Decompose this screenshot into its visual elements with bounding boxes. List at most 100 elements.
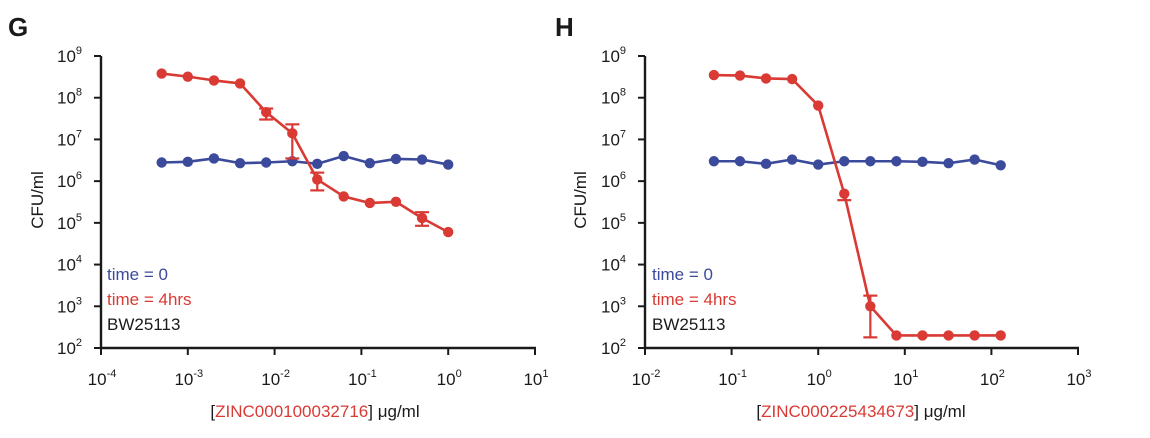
y-tick-label-h: 105 bbox=[601, 212, 626, 233]
x-tick-label-g: 10-1 bbox=[348, 368, 377, 389]
y-tick-label-g: 106 bbox=[57, 170, 82, 191]
panel-letter-g: G bbox=[8, 12, 28, 42]
y-axis-label-g: CFU/ml bbox=[28, 171, 47, 229]
data-point-blue-h bbox=[995, 160, 1006, 171]
data-point-red-g bbox=[416, 212, 428, 224]
legend-time-4hrs-g: time = 4hrs bbox=[107, 290, 192, 309]
data-point-red-h bbox=[734, 70, 746, 81]
data-point-red-h bbox=[917, 330, 928, 341]
y-tick-label-h: 106 bbox=[601, 170, 626, 191]
x-tick-label-g: 100 bbox=[437, 368, 462, 389]
compound-name-h: ZINC000225434673 bbox=[761, 402, 914, 421]
data-point-red-h bbox=[865, 301, 876, 312]
data-point-red-h bbox=[760, 73, 772, 84]
data-point-blue-h bbox=[969, 154, 980, 165]
data-point-red-h bbox=[786, 73, 798, 85]
x-tick-label-g: 10-2 bbox=[261, 368, 290, 389]
x-axis-label-prefix-g: [ bbox=[210, 402, 215, 421]
y-tick-label-g: 104 bbox=[57, 254, 82, 275]
series-blue-g bbox=[156, 150, 454, 170]
x-axis-label-prefix-h: [ bbox=[756, 402, 761, 421]
data-point-red-h bbox=[708, 69, 720, 81]
data-point-blue-g bbox=[416, 154, 428, 165]
x-axis-label-g: [ZINC000100032716] μg/ml bbox=[210, 402, 419, 421]
series-blue-h bbox=[708, 154, 1006, 171]
data-point-blue-h bbox=[760, 158, 772, 170]
y-tick-label-h: 103 bbox=[601, 295, 626, 316]
data-point-red-g bbox=[234, 78, 246, 89]
data-point-red-g bbox=[182, 71, 193, 82]
data-point-blue-h bbox=[813, 159, 824, 170]
y-tick-label-g: 102 bbox=[57, 337, 82, 358]
x-tick-label-h: 101 bbox=[893, 368, 918, 389]
data-point-red-h bbox=[839, 188, 850, 199]
x-axis-label-suffix-h: ] μg/ml bbox=[914, 402, 965, 421]
data-point-blue-h bbox=[786, 154, 798, 165]
data-point-blue-h bbox=[891, 156, 902, 167]
y-tick-label-h: 109 bbox=[601, 45, 626, 66]
data-point-red-h bbox=[995, 330, 1006, 341]
data-point-red-h bbox=[943, 330, 954, 341]
series-line-blue-h bbox=[713, 158, 1001, 167]
y-tick-label-h: 102 bbox=[601, 337, 626, 358]
y-tick-label-h: 107 bbox=[601, 128, 626, 149]
series-red-h bbox=[708, 69, 1006, 341]
data-point-red-h bbox=[813, 100, 824, 111]
chart-panel-h: H CFU/ml [ZINC000225434673] μg/ml time =… bbox=[555, 12, 1092, 421]
data-point-blue-g bbox=[338, 150, 349, 162]
x-tick-label-h: 10-2 bbox=[632, 368, 661, 389]
data-point-blue-h bbox=[734, 156, 746, 167]
data-point-blue-h bbox=[839, 156, 850, 167]
compound-name-g: ZINC000100032716 bbox=[215, 402, 368, 421]
data-point-blue-g bbox=[156, 157, 167, 168]
x-tick-label-h: 102 bbox=[980, 368, 1005, 389]
y-axis-label-h: CFU/ml bbox=[571, 171, 590, 229]
x-axis-label-h: [ZINC000225434673] μg/ml bbox=[756, 402, 965, 421]
legend-time-4hrs-h: time = 4hrs bbox=[652, 290, 737, 309]
x-tick-label-g: 10-3 bbox=[174, 368, 203, 389]
panel-letter-h: H bbox=[555, 12, 574, 42]
series-red-g bbox=[156, 68, 454, 238]
x-axis-label-suffix-g: ] μg/ml bbox=[368, 402, 419, 421]
data-point-blue-h bbox=[865, 156, 876, 167]
y-tick-label-g: 107 bbox=[57, 128, 82, 149]
x-tick-label-h: 103 bbox=[1066, 368, 1091, 389]
data-point-blue-g bbox=[182, 156, 193, 168]
data-point-blue-h bbox=[708, 156, 720, 167]
y-tick-label-g: 103 bbox=[57, 295, 82, 316]
series-line-red-g bbox=[161, 72, 449, 234]
data-point-red-g bbox=[156, 68, 167, 79]
y-tick-label-h: 104 bbox=[601, 254, 626, 275]
data-point-red-h bbox=[891, 330, 902, 341]
y-tick-label-g: 105 bbox=[57, 212, 82, 233]
data-point-blue-g bbox=[364, 157, 376, 169]
data-point-red-g bbox=[443, 226, 454, 238]
legend-g: time = 0 time = 4hrs BW25113 bbox=[107, 265, 192, 334]
legend-time-0-h: time = 0 bbox=[652, 265, 713, 284]
data-point-red-g bbox=[260, 106, 272, 118]
legend-h: time = 0 time = 4hrs BW25113 bbox=[652, 265, 737, 334]
legend-strain-g: BW25113 bbox=[107, 315, 180, 334]
x-tick-label-g: 101 bbox=[523, 368, 548, 389]
chart-panel-g: G CFU/ml [ZINC000100032716] μg/ml time =… bbox=[8, 12, 549, 421]
data-point-blue-h bbox=[943, 157, 954, 169]
data-point-red-g bbox=[287, 128, 298, 139]
legend-strain-h: BW25113 bbox=[652, 315, 725, 334]
data-point-blue-g bbox=[208, 153, 220, 164]
data-point-red-g bbox=[364, 197, 376, 209]
y-tick-label-g: 108 bbox=[57, 87, 82, 108]
data-point-blue-g bbox=[260, 157, 272, 168]
series-line-red-h bbox=[713, 73, 1001, 337]
data-point-red-g bbox=[338, 191, 349, 202]
data-point-blue-g bbox=[312, 158, 323, 170]
data-point-blue-g bbox=[234, 157, 246, 169]
x-tick-label-h: 10-1 bbox=[718, 368, 747, 389]
data-point-blue-g bbox=[443, 159, 454, 170]
y-tick-label-g: 109 bbox=[57, 45, 82, 66]
legend-time-0-g: time = 0 bbox=[107, 265, 168, 284]
x-tick-label-h: 100 bbox=[807, 368, 832, 389]
data-point-red-h bbox=[969, 330, 980, 341]
data-point-red-g bbox=[312, 174, 323, 185]
data-point-blue-g bbox=[390, 153, 402, 165]
